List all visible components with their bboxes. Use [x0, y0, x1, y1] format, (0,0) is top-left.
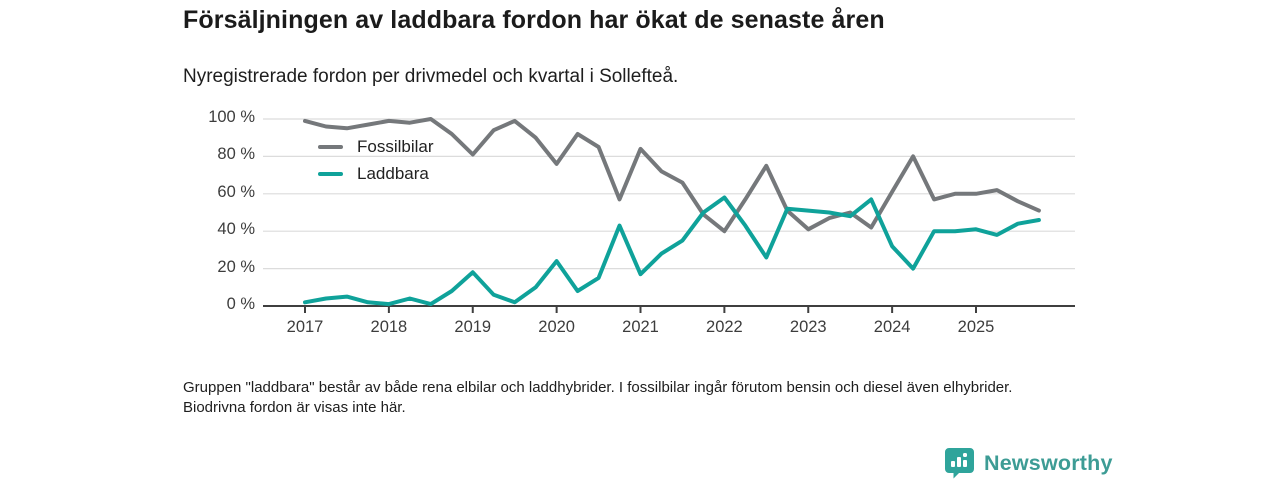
fossilbilar-swatch — [318, 144, 343, 149]
y-tick-label: 80 % — [217, 145, 255, 164]
newsworthy-logo-text: Newsworthy — [984, 450, 1113, 475]
y-tick-label: 20 % — [217, 257, 255, 276]
y-tick-label: 40 % — [217, 220, 255, 239]
x-tick-label: 2020 — [538, 318, 575, 336]
x-tick-label: 2017 — [286, 318, 324, 336]
chart-subtitle: Nyregistrerade fordon per drivmedel och … — [183, 66, 679, 87]
x-tick-label: 2019 — [454, 318, 492, 336]
chart-legend: Fossilbilar Laddbara — [318, 133, 434, 187]
y-tick-label: 60 % — [217, 182, 255, 201]
fossilbilar-line — [303, 117, 1041, 234]
page-title: Försäljningen av laddbara fordon har öka… — [183, 6, 885, 34]
legend-label: Fossilbilar — [357, 136, 434, 156]
y-tick-label: 0 % — [226, 295, 255, 313]
y-tick-label: 100 % — [208, 108, 255, 126]
x-tick-label: 2022 — [706, 318, 743, 336]
x-tick-label: 2021 — [622, 318, 659, 336]
newsworthy-logo: Newsworthy — [944, 447, 1113, 479]
x-tick-label: 2018 — [370, 318, 408, 336]
chart-footnote: Gruppen "laddbara" består av både rena e… — [183, 379, 1013, 416]
laddbara-swatch — [318, 171, 343, 176]
laddbara-line — [303, 195, 1041, 307]
x-tick-label: 2024 — [873, 318, 911, 336]
legend-label: Laddbara — [357, 163, 429, 183]
x-tick-label: 2023 — [789, 318, 827, 336]
legend-item-laddbara: Laddbara — [318, 160, 434, 187]
legend-item-fossilbilar: Fossilbilar — [318, 133, 434, 160]
newsworthy-logo-icon — [945, 448, 974, 479]
x-tick-label: 2025 — [957, 318, 995, 336]
